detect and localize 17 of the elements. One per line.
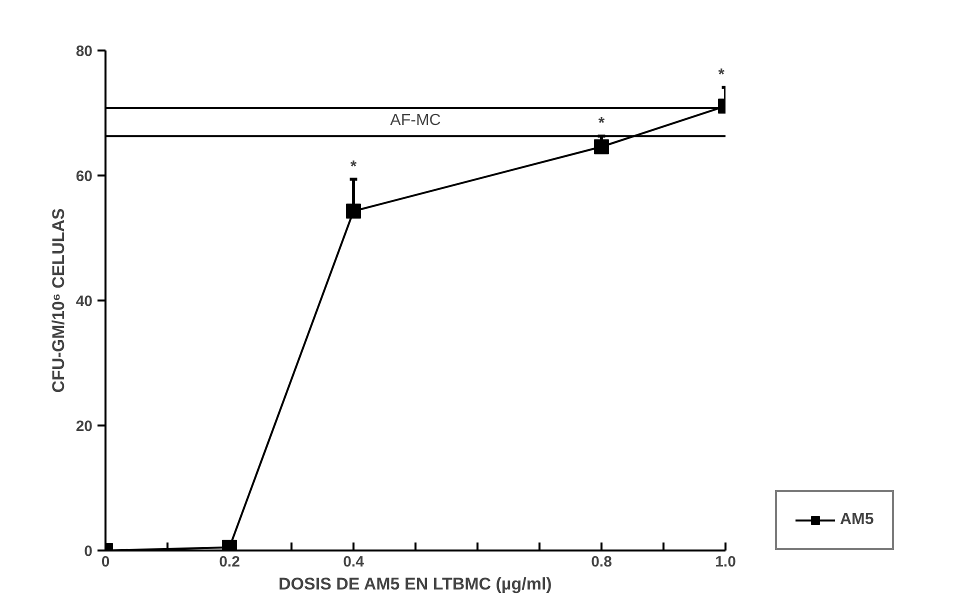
x-axis-title: DOSIS DE AM5 EN LTBMC (µg/ml) [278,574,552,594]
y-tick-label: 80 [76,43,93,60]
annotation: * [350,158,358,176]
x-tick-label: 0.8 [591,554,612,570]
y-tick-label: 40 [76,293,93,310]
y-tick-label: 20 [76,418,93,435]
y-axis-title: CFU-GM/10⁶ CELULAS [48,208,68,393]
x-tick-label: 1.0 [715,554,736,570]
y-tick-label: 0 [84,543,92,560]
annotation: * [598,115,606,132]
ref-line-label: AF-MC [390,112,441,129]
x-tick-label: 0.2 [219,554,240,570]
y-tick-label: 60 [76,168,93,185]
annotation: * [718,66,726,84]
x-tick-label: 0 [101,554,110,570]
x-tick-label: 0.4 [343,554,365,570]
legend-label: AM5 [840,511,874,529]
